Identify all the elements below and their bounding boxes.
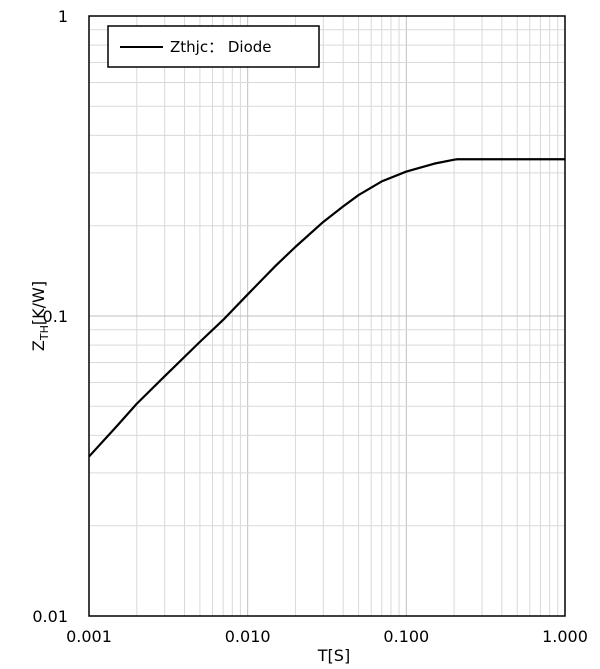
series [88, 158, 565, 458]
y-tick-label: 0.1 [43, 307, 68, 326]
y-tick-label: 1 [58, 7, 68, 26]
y-axis-label-subscript: TH [38, 325, 51, 341]
x-tick-label: 0.100 [383, 627, 429, 646]
grid [88, 15, 566, 617]
x-tick-label: 0.010 [225, 627, 271, 646]
x-axis-label: T[S] [317, 646, 350, 665]
y-axis-label-main: Z [29, 340, 48, 351]
tick-labels: 0.001 0.010 0.100 1.000 0.01 0.1 1 [32, 7, 588, 646]
y-tick-label: 0.01 [32, 607, 68, 626]
plot-area-border [88, 15, 566, 617]
x-tick-label: 1.000 [542, 627, 588, 646]
y-axis-label-unit: [K/W] [29, 281, 48, 325]
legend: Zthjc： Diode [107, 25, 320, 68]
series-line [88, 158, 565, 458]
x-tick-label: 0.001 [66, 627, 112, 646]
y-axis-label: ZTH[K/W] [29, 281, 51, 351]
legend-label: Zthjc： Diode [170, 38, 272, 56]
